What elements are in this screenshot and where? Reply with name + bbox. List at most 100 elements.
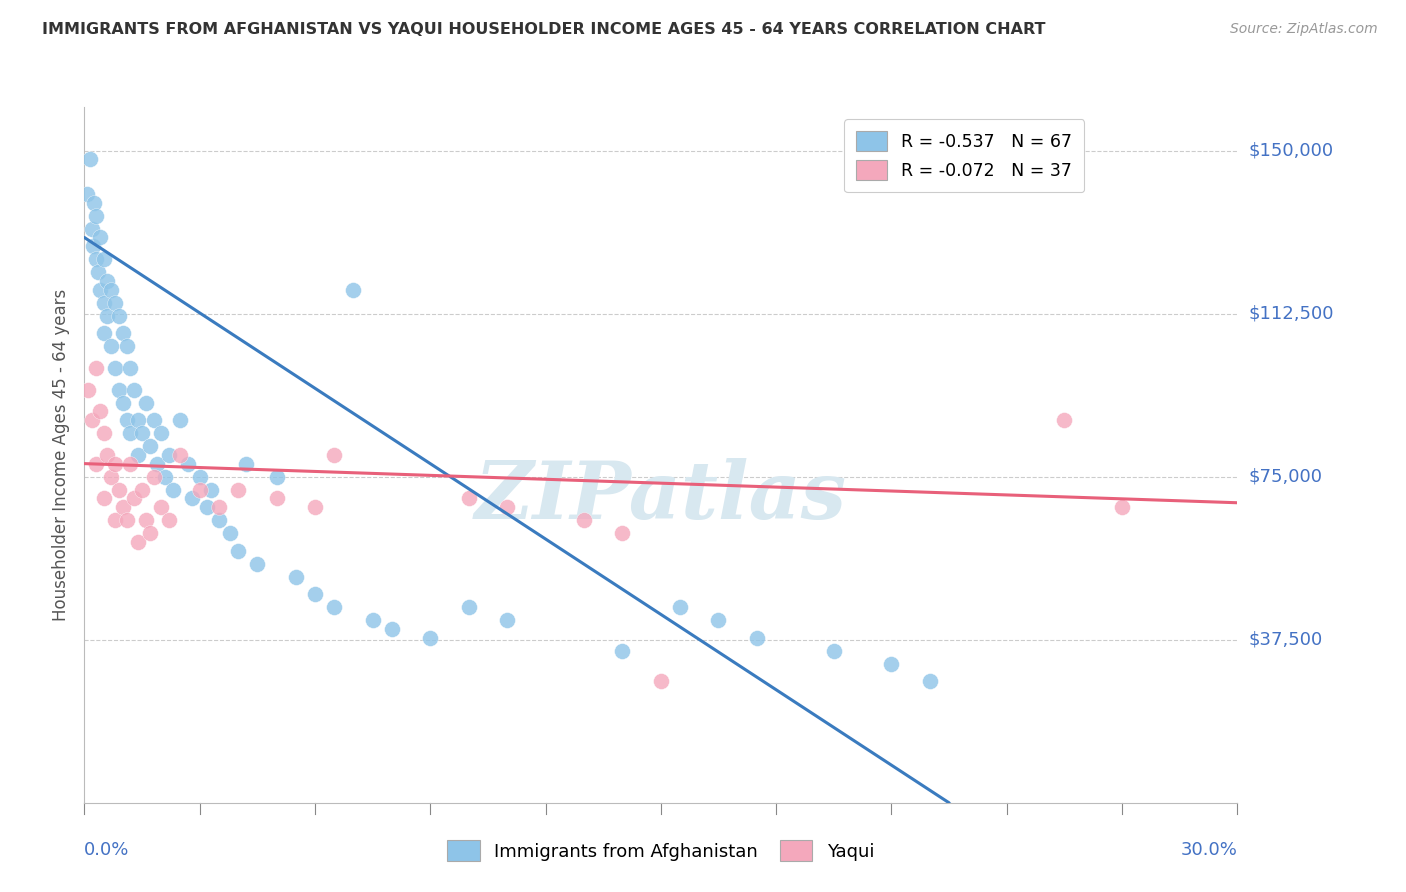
Point [208,500,231,514]
Point [80,413,103,427]
Point [87,265,110,279]
Point [84,209,107,223]
Point [93,326,115,341]
Point [79,152,101,166]
Point [650,674,672,689]
Point [89,283,111,297]
Point [323,448,346,462]
Point [157,448,180,462]
Point [457,600,479,615]
Point [104,457,127,471]
Point [304,587,326,601]
Point [93,491,115,506]
Point [104,513,127,527]
Text: ZIPatlas: ZIPatlas [475,458,846,535]
Point [142,413,165,427]
Point [707,613,730,627]
Point [111,326,134,341]
Point [153,469,176,483]
Point [124,491,146,506]
Text: $75,000: $75,000 [1249,467,1323,485]
Point [93,252,115,267]
Point [162,483,184,497]
Point [1053,413,1076,427]
Point [918,674,941,689]
Text: 30.0%: 30.0% [1181,841,1237,859]
Point [82,239,104,253]
Point [200,483,222,497]
Point [342,283,364,297]
Point [323,600,346,615]
Point [124,383,146,397]
Point [823,643,845,657]
Point [93,295,115,310]
Legend: Immigrants from Afghanistan, Yaqui: Immigrants from Afghanistan, Yaqui [439,831,883,871]
Point [104,295,127,310]
Point [226,483,249,497]
Point [219,526,242,541]
Point [131,426,153,441]
Point [246,557,269,571]
Point [111,500,134,514]
Point [157,513,180,527]
Point [235,457,257,471]
Point [745,631,768,645]
Point [120,457,142,471]
Point [96,448,118,462]
Point [150,426,173,441]
Point [880,657,903,671]
Text: 0.0%: 0.0% [84,841,129,859]
Point [115,413,138,427]
Point [84,252,107,267]
Point [84,361,107,376]
Text: IMMIGRANTS FROM AFGHANISTAN VS YAQUI HOUSEHOLDER INCOME AGES 45 - 64 YEARS CORRE: IMMIGRANTS FROM AFGHANISTAN VS YAQUI HOU… [42,22,1046,37]
Point [120,361,142,376]
Point [169,448,191,462]
Point [111,396,134,410]
Point [100,339,122,353]
Y-axis label: Householder Income Ages 45 - 64 years: Householder Income Ages 45 - 64 years [52,289,70,621]
Point [496,500,519,514]
Point [612,643,634,657]
Point [138,526,160,541]
Point [612,526,634,541]
Point [361,613,384,627]
Point [284,570,307,584]
Point [127,448,149,462]
Point [177,457,200,471]
Point [77,383,100,397]
Point [135,513,157,527]
Point [127,535,149,549]
Point [96,309,118,323]
Point [195,500,218,514]
Point [131,483,153,497]
Point [115,339,138,353]
Point [150,500,173,514]
Point [304,500,326,514]
Point [669,600,692,615]
Point [84,457,107,471]
Point [104,361,127,376]
Text: $150,000: $150,000 [1249,142,1333,160]
Point [381,622,404,636]
Point [100,469,122,483]
Point [115,513,138,527]
Point [89,230,111,244]
Point [496,613,519,627]
Point [108,383,131,397]
Point [208,513,231,527]
Text: $112,500: $112,500 [1249,304,1334,323]
Point [89,404,111,418]
Point [169,413,191,427]
Point [181,491,204,506]
Point [419,631,441,645]
Text: Source: ZipAtlas.com: Source: ZipAtlas.com [1230,22,1378,37]
Point [108,309,131,323]
Point [96,274,118,288]
Point [266,469,288,483]
Point [188,483,211,497]
Point [146,457,169,471]
Point [80,222,103,236]
Point [127,413,149,427]
Point [138,439,160,453]
